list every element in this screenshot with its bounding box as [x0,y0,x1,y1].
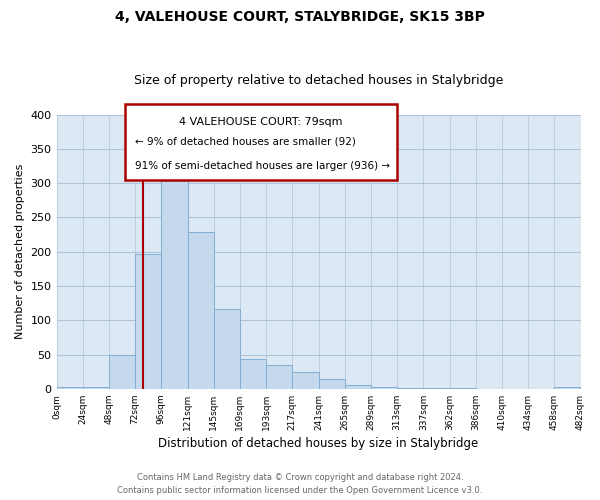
Bar [424,388,449,389]
Text: Contains HM Land Registry data © Crown copyright and database right 2024.
Contai: Contains HM Land Registry data © Crown c… [118,473,482,495]
Text: ← 9% of detached houses are smaller (92): ← 9% of detached houses are smaller (92) [135,136,356,146]
Bar [319,378,345,389]
Bar [109,354,135,389]
Bar [449,388,476,389]
Bar [371,387,397,389]
Bar [56,388,83,389]
Bar [266,365,292,389]
Text: 91% of semi-detached houses are larger (936) →: 91% of semi-detached houses are larger (… [135,161,390,171]
Bar [554,388,580,389]
FancyBboxPatch shape [125,104,397,180]
Text: 4 VALEHOUSE COURT: 79sqm: 4 VALEHOUSE COURT: 79sqm [179,118,343,128]
Bar [188,232,214,389]
Y-axis label: Number of detached properties: Number of detached properties [15,164,25,340]
Bar [240,358,266,389]
Title: Size of property relative to detached houses in Stalybridge: Size of property relative to detached ho… [134,74,503,87]
Bar [135,254,161,389]
Bar [292,372,319,389]
Bar [345,384,371,389]
Bar [83,388,109,389]
Bar [397,388,424,389]
Text: 4, VALEHOUSE COURT, STALYBRIDGE, SK15 3BP: 4, VALEHOUSE COURT, STALYBRIDGE, SK15 3B… [115,10,485,24]
Bar [161,171,188,389]
Bar [214,310,240,389]
X-axis label: Distribution of detached houses by size in Stalybridge: Distribution of detached houses by size … [158,437,479,450]
